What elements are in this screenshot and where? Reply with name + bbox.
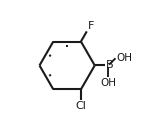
Text: Cl: Cl: [75, 101, 86, 111]
Text: F: F: [88, 21, 94, 31]
Text: B: B: [106, 60, 114, 70]
Text: OH: OH: [116, 53, 132, 63]
Text: OH: OH: [100, 78, 116, 87]
